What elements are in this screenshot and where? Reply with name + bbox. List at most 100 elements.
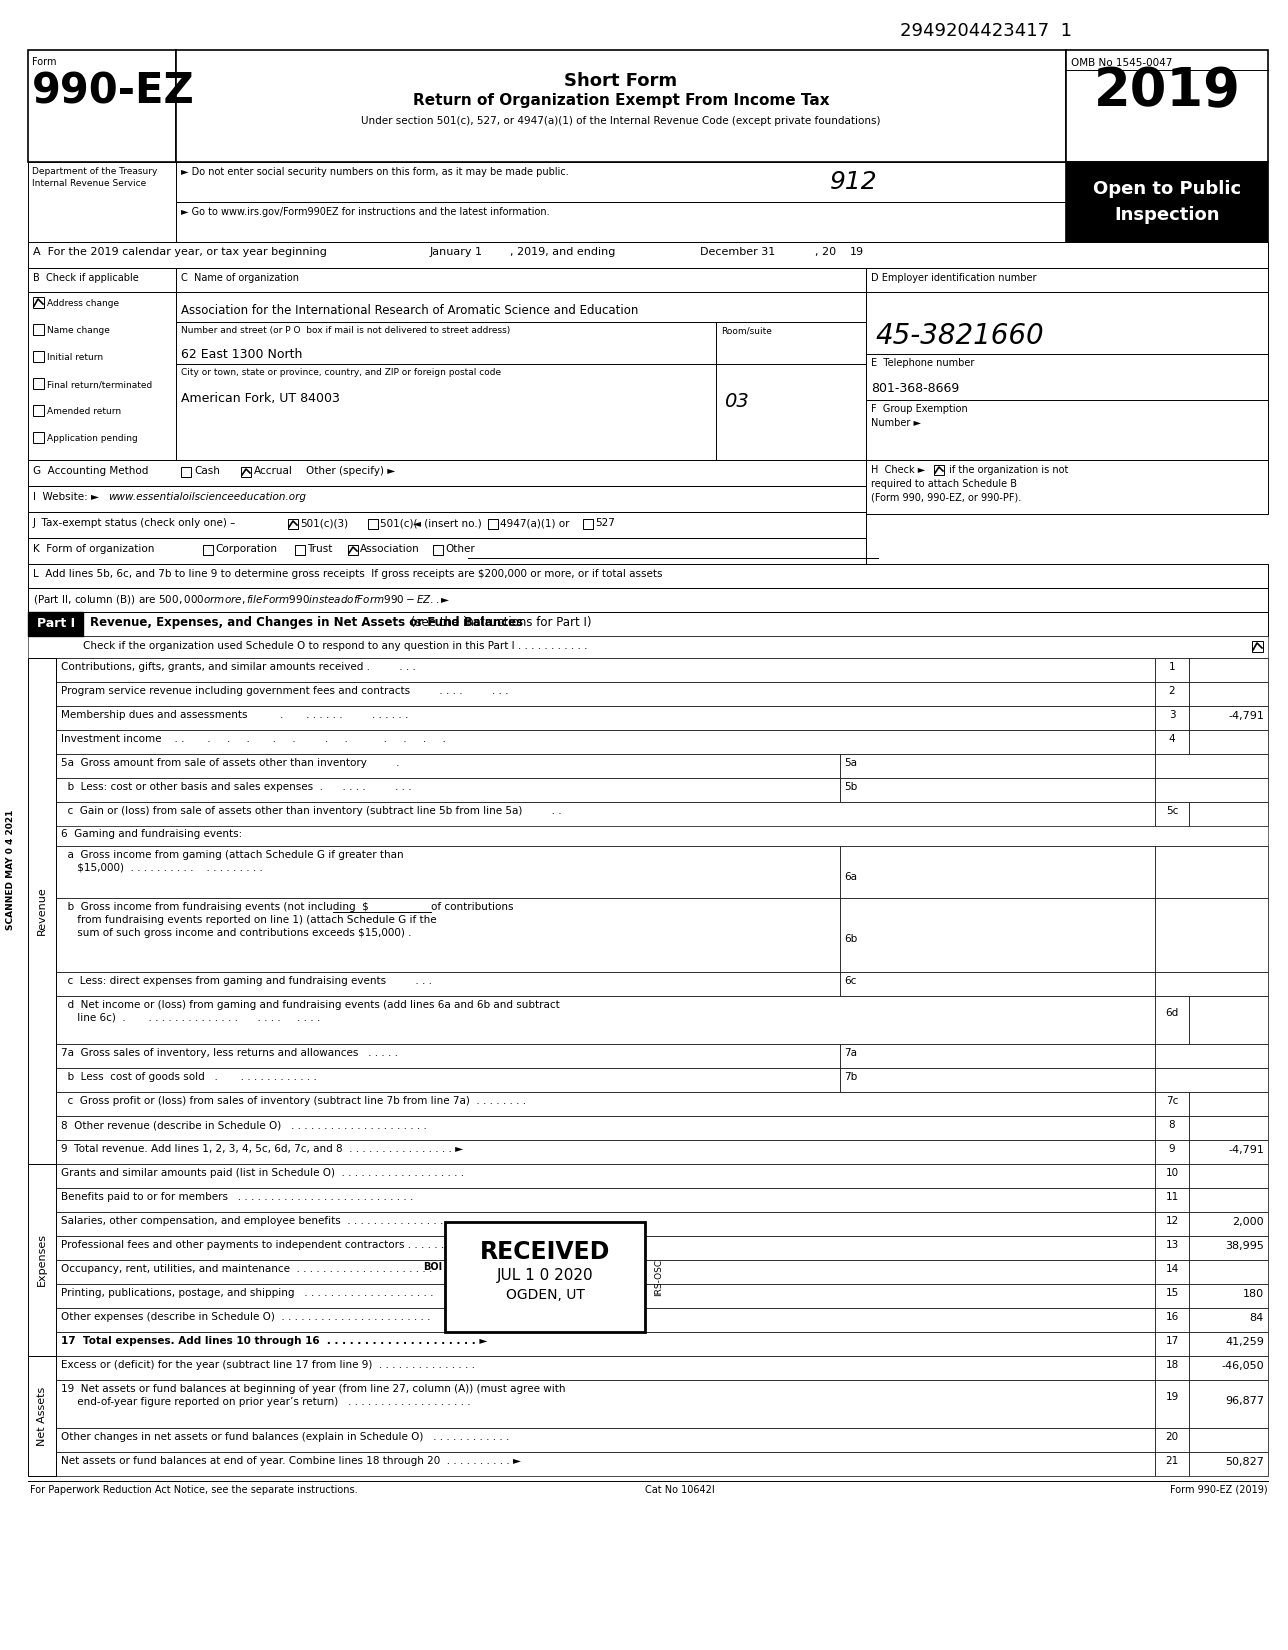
Bar [55,1163,1155,1188]
Text: 2949204423417  1: 2949204423417 1 [900,21,1072,40]
Bar [1189,1188,1267,1213]
Bar [55,997,1155,1044]
Text: 4: 4 [1168,734,1176,744]
Text: 03: 03 [724,393,748,411]
Bar [82,612,1267,635]
Text: Contributions, gifts, grants, and similar amounts received .         . . .: Contributions, gifts, grants, and simila… [61,662,416,672]
Bar [444,1223,645,1332]
Bar [1155,1427,1189,1452]
Text: 41,259: 41,259 [1225,1336,1264,1346]
Text: 7c: 7c [1166,1096,1179,1106]
Bar [55,972,840,997]
Text: www.essentialoilscienceeducation.org: www.essentialoilscienceeducation.org [108,492,307,502]
Text: H  Check ►: H Check ► [871,465,925,475]
Text: Printing, publications, postage, and shipping   . . . . . . . . . . . . . . . . : Printing, publications, postage, and shi… [61,1289,434,1299]
Bar [28,243,1267,267]
Text: Other (specify) ►: Other (specify) ► [307,465,395,475]
Text: Net assets or fund balances at end of year. Combine lines 18 through 20  . . . .: Net assets or fund balances at end of ye… [61,1455,522,1465]
Text: 45-3821660: 45-3821660 [876,322,1045,350]
Bar [1189,1427,1267,1452]
Text: ◄ (insert no.): ◄ (insert no.) [413,518,482,528]
Text: Department of the Treasury: Department of the Treasury [32,167,157,177]
Bar [1155,1356,1189,1379]
Bar [840,754,1155,779]
Bar [1189,1092,1267,1115]
Bar [488,520,498,530]
Bar [1155,1068,1267,1092]
Bar [1155,846,1267,898]
Text: , 20: , 20 [815,248,836,257]
Text: D Employer identification number: D Employer identification number [871,272,1037,284]
Bar [1189,1379,1267,1427]
Text: 501(c)(: 501(c)( [380,518,424,528]
Bar [1189,1213,1267,1236]
Bar [33,404,44,416]
Bar [55,1092,1155,1115]
Text: RECEIVED: RECEIVED [480,1241,611,1264]
Text: January 1: January 1 [430,248,483,257]
Bar [33,351,44,361]
Text: 10: 10 [1166,1168,1179,1178]
Bar [1189,658,1267,681]
Bar [1155,1284,1189,1308]
Text: 3: 3 [1168,710,1176,719]
Text: line 6c)  .       . . . . . . . . . . . . . .      . . . .     . . . .: line 6c) . . . . . . . . . . . . . . . .… [61,1013,321,1023]
Bar [1155,1379,1189,1427]
Text: 15: 15 [1166,1289,1179,1299]
Text: end-of-year figure reported on prior year’s return)   . . . . . . . . . . . . . : end-of-year figure reported on prior yea… [61,1398,470,1407]
Text: ► Do not enter social security numbers on this form, as it may be made public.: ► Do not enter social security numbers o… [182,167,569,177]
Text: Open to Public: Open to Public [1094,180,1242,198]
Bar [840,846,1155,898]
Text: c  Gain or (loss) from sale of assets other than inventory (subtract line 5b fro: c Gain or (loss) from sale of assets oth… [61,805,562,817]
Text: 6c: 6c [844,977,857,987]
Text: I  Website: ►: I Website: ► [33,492,99,502]
Text: -46,050: -46,050 [1221,1361,1264,1371]
Text: 8: 8 [1168,1120,1176,1130]
Bar [55,1356,1155,1379]
Text: 84: 84 [1249,1313,1264,1323]
Text: OGDEN, UT: OGDEN, UT [506,1289,585,1302]
Text: -4,791: -4,791 [1229,1145,1264,1155]
Bar [1155,681,1189,706]
Text: Short Form: Short Form [564,73,677,91]
Text: 801-368-8669: 801-368-8669 [871,383,960,394]
Text: 5b: 5b [844,782,858,792]
Bar [28,460,866,487]
Text: 7a: 7a [844,1048,857,1058]
Bar [28,512,866,538]
Text: 2: 2 [1168,686,1176,696]
Bar [866,292,1267,460]
Text: 5a: 5a [844,757,857,767]
Text: Association for the International Research of Aromatic Science and Education: Association for the International Resear… [182,304,639,317]
Text: Room/suite: Room/suite [721,327,772,335]
Bar [176,201,1066,243]
Text: Internal Revenue Service: Internal Revenue Service [32,178,147,188]
Bar [1189,1356,1267,1379]
Bar [55,1332,1155,1356]
Bar [33,378,44,389]
Bar [1189,1332,1267,1356]
Bar [1155,1092,1189,1115]
Text: 96,877: 96,877 [1225,1396,1264,1406]
Bar [840,779,1155,802]
Text: 62 East 1300 North: 62 East 1300 North [182,348,303,361]
Text: Name change: Name change [46,327,109,335]
Bar [28,487,866,512]
Bar [866,267,1267,292]
Bar [176,267,866,292]
Text: Association: Association [361,544,420,554]
Text: Expenses: Expenses [37,1234,46,1287]
Bar [55,1452,1155,1477]
Text: required to attach Schedule B: required to attach Schedule B [871,478,1018,488]
Text: Accrual: Accrual [254,465,292,475]
Text: Number ►: Number ► [871,417,921,427]
Bar [176,50,1066,162]
Text: Under section 501(c), 527, or 4947(a)(1) of the Internal Revenue Code (except pr: Under section 501(c), 527, or 4947(a)(1)… [361,116,881,125]
Text: C  Name of organization: C Name of organization [182,272,299,284]
Text: 13: 13 [1166,1241,1179,1251]
Bar [1155,972,1267,997]
Bar [28,50,176,162]
Bar [182,467,191,477]
Text: Final return/terminated: Final return/terminated [46,380,152,389]
Bar [1155,779,1267,802]
